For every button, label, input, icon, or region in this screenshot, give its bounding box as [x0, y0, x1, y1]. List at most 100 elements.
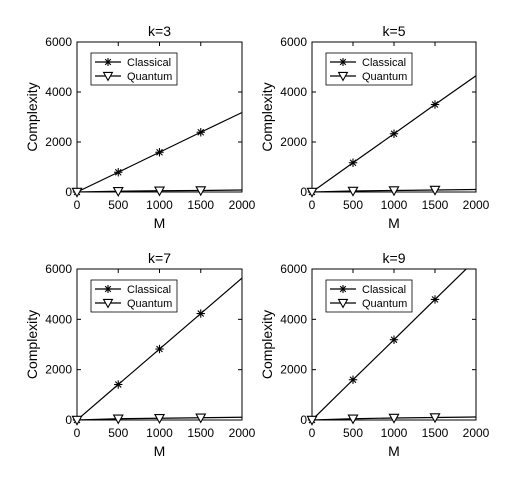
y-tick-label: 0 — [300, 185, 307, 199]
data-point-quantum — [429, 413, 441, 424]
legend-label-classical: Classical — [362, 284, 406, 296]
legend-label-classical: Classical — [127, 57, 171, 69]
legend-marker-triangle — [337, 298, 349, 309]
x-axis-label: M — [154, 443, 166, 459]
data-point-classical — [430, 100, 440, 109]
y-axis-label: Complexity — [259, 310, 275, 379]
data-point-quantum — [153, 186, 166, 197]
y-tick-label: 6000 — [45, 262, 72, 276]
data-point-quantum — [388, 186, 400, 197]
chart-panel-4: 0 500 1000 1500 2000 0 2000 4000 6000 k=9 M Complex… — [259, 250, 490, 459]
y-axis-label: Complexity — [24, 310, 40, 379]
y-tick-label: 6000 — [280, 262, 307, 276]
legend-marker-asterisk — [104, 58, 112, 66]
legend-label-quantum: Quantum — [362, 71, 407, 83]
data-point-classical — [389, 129, 399, 138]
data-point-classical — [196, 309, 205, 318]
x-tick-label: 1000 — [146, 426, 173, 440]
data-point-classical — [348, 158, 358, 167]
x-tick-label: 2000 — [229, 426, 256, 440]
x-tick-label: 500 — [108, 426, 128, 440]
x-tick-label: 1500 — [187, 198, 214, 212]
y-tick-label: 2000 — [280, 363, 307, 377]
y-tick-label: 2000 — [280, 135, 307, 149]
data-point-quantum — [195, 186, 207, 197]
x-tick-label: 1000 — [381, 198, 408, 212]
x-tick-label: 500 — [108, 198, 128, 212]
legend-label-quantum: Quantum — [127, 298, 172, 310]
data-point-classical — [430, 295, 440, 304]
data-point-classical — [114, 168, 123, 177]
chart-title: k=9 — [383, 250, 406, 266]
x-tick-label: 1000 — [146, 198, 173, 212]
legend: Classical Quantum — [90, 279, 178, 313]
chart-title: k=7 — [148, 250, 171, 266]
legend-marker-triangle — [337, 71, 349, 82]
legend-label-quantum: Quantum — [362, 298, 407, 310]
data-point-quantum — [347, 186, 359, 197]
x-tick-label: 1500 — [187, 426, 214, 440]
x-tick-label: 0 — [74, 426, 81, 440]
data-point-quantum — [429, 185, 441, 196]
data-point-classical — [114, 380, 123, 389]
y-tick-label: 2000 — [45, 363, 72, 377]
chart-title: k=5 — [383, 23, 406, 39]
data-point-quantum — [153, 414, 166, 424]
x-tick-label: 2000 — [229, 198, 256, 212]
legend: Classical Quantum — [325, 52, 413, 86]
y-tick-label: 4000 — [45, 312, 72, 326]
data-point-quantum — [71, 415, 83, 426]
legend-label-classical: Classical — [362, 57, 406, 69]
y-tick-label: 6000 — [280, 35, 307, 49]
data-point-quantum — [306, 187, 318, 198]
x-tick-label: 1000 — [381, 426, 408, 440]
data-point-classical — [389, 335, 399, 344]
chart-panel-2: 0 500 1000 1500 2000 0 2000 4000 6000 k=5 M Complex… — [259, 23, 490, 231]
x-tick-label: 2000 — [463, 426, 490, 440]
y-tick-label: 6000 — [45, 35, 72, 49]
legend: Classical Quantum — [325, 279, 413, 313]
chart-panel-1: 0 500 1000 1500 2000 0 2000 4000 6000 k=3 M Complex… — [24, 23, 256, 231]
y-axis-label: Complexity — [24, 82, 40, 151]
data-point-classical — [348, 375, 358, 384]
data-point-quantum — [388, 413, 400, 424]
x-tick-label: 0 — [309, 198, 316, 212]
data-point-quantum — [195, 413, 207, 424]
x-tick-label: 0 — [74, 198, 81, 212]
data-point-quantum — [347, 414, 359, 425]
chart-title: k=3 — [148, 23, 171, 39]
data-point-classical — [155, 148, 164, 157]
data-point-quantum — [112, 187, 124, 197]
y-tick-label: 4000 — [280, 312, 307, 326]
y-tick-label: 0 — [65, 413, 72, 427]
legend-label-quantum: Quantum — [127, 71, 172, 83]
chart-panel-3: 0 500 1000 1500 2000 0 2000 4000 6000 k=7 M Complex… — [24, 250, 256, 459]
legend-marker-asterisk — [339, 285, 347, 293]
x-tick-label: 2000 — [463, 198, 490, 212]
x-tick-label: 500 — [343, 198, 363, 212]
x-tick-label: 500 — [343, 426, 363, 440]
data-point-quantum — [112, 414, 124, 425]
legend-marker-asterisk — [339, 58, 347, 66]
x-axis-label: M — [388, 443, 400, 459]
y-tick-label: 0 — [300, 413, 307, 427]
x-tick-label: 0 — [309, 426, 316, 440]
y-tick-label: 0 — [65, 185, 72, 199]
data-point-quantum — [306, 415, 318, 426]
x-tick-label: 1500 — [422, 426, 449, 440]
legend-marker-triangle — [102, 298, 114, 309]
legend-marker-triangle — [102, 71, 114, 82]
y-tick-label: 4000 — [45, 85, 72, 99]
y-tick-label: 4000 — [280, 85, 307, 99]
x-tick-label: 1500 — [422, 198, 449, 212]
y-tick-label: 2000 — [45, 135, 72, 149]
y-axis-label: Complexity — [259, 82, 275, 151]
legend-marker-asterisk — [104, 285, 112, 293]
legend: Classical Quantum — [90, 52, 178, 86]
data-point-classical — [196, 128, 205, 137]
legend-label-classical: Classical — [127, 284, 171, 296]
data-point-classical — [155, 344, 164, 354]
data-point-quantum — [71, 187, 83, 198]
x-axis-label: M — [388, 215, 400, 231]
